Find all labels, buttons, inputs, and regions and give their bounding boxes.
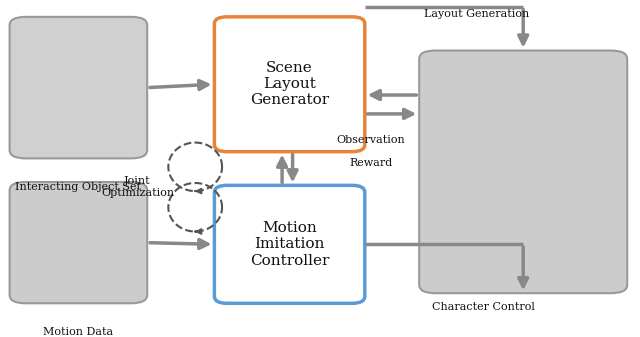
Text: Observation: Observation [337, 135, 406, 145]
Text: Motion
Imitation
Controller: Motion Imitation Controller [250, 221, 330, 268]
FancyBboxPatch shape [419, 51, 627, 293]
FancyBboxPatch shape [214, 185, 365, 303]
Text: Scene
Layout
Generator: Scene Layout Generator [250, 61, 329, 108]
Text: Reward: Reward [349, 158, 393, 168]
Text: Motion Data: Motion Data [44, 327, 113, 337]
Text: Interacting Object Set: Interacting Object Set [15, 182, 141, 192]
FancyBboxPatch shape [10, 182, 147, 303]
Text: Character Control: Character Control [432, 302, 534, 312]
Text: Layout Generation: Layout Generation [424, 8, 529, 19]
FancyBboxPatch shape [10, 17, 147, 158]
Text: Joint
Optimization: Joint Optimization [101, 176, 174, 198]
FancyBboxPatch shape [214, 17, 365, 152]
